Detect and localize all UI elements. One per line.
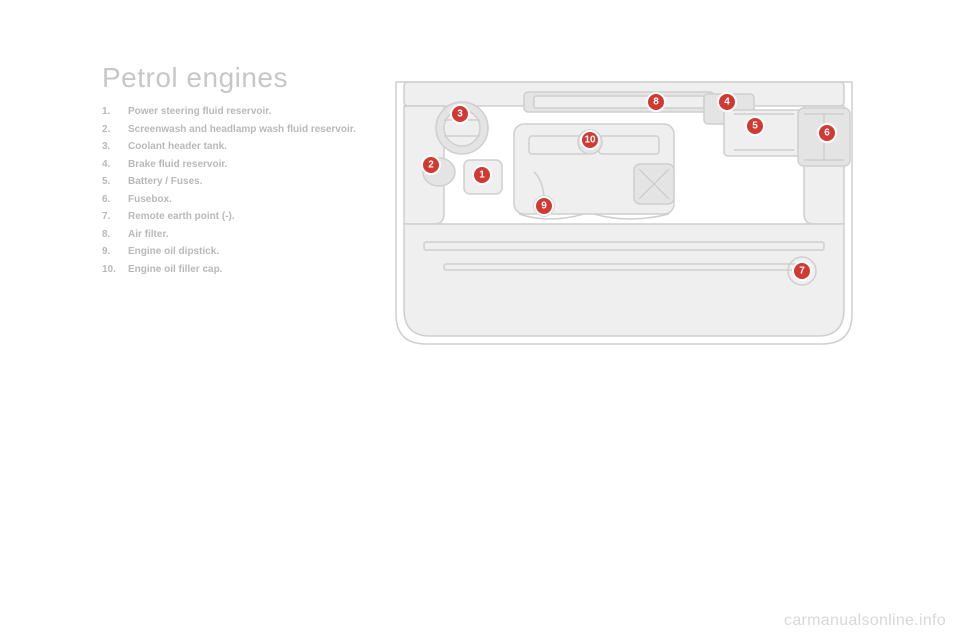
diagram-marker-label-9: 9: [541, 201, 547, 212]
list-label: Screenwash and headlamp wash fluid reser…: [128, 122, 362, 138]
list-num: 4.: [102, 157, 120, 173]
list-label: Brake fluid reservoir.: [128, 157, 362, 173]
list-item: 8. Air filter.: [102, 227, 362, 243]
diagram-marker-label-6: 6: [824, 128, 830, 139]
list-num: 6.: [102, 192, 120, 208]
engine-bay-diagram: 1 2 3 4 5 6 7 8 9 10: [384, 64, 864, 354]
list-num: 2.: [102, 122, 120, 138]
diagram-marker-label-8: 8: [653, 97, 659, 108]
diagram-marker-label-7: 7: [799, 266, 805, 277]
list-label: Air filter.: [128, 227, 362, 243]
page-title: Petrol engines: [102, 62, 288, 94]
list-item: 9. Engine oil dipstick.: [102, 244, 362, 260]
list-num: 1.: [102, 104, 120, 120]
diagram-marker-label-5: 5: [752, 121, 758, 132]
list-label: Fusebox.: [128, 192, 362, 208]
list-item: 1. Power steering fluid reservoir.: [102, 104, 362, 120]
list-label: Engine oil dipstick.: [128, 244, 362, 260]
list-item: 7. Remote earth point (-).: [102, 209, 362, 225]
list-num: 3.: [102, 139, 120, 155]
list-label: Coolant header tank.: [128, 139, 362, 155]
list-item: 2. Screenwash and headlamp wash fluid re…: [102, 122, 362, 138]
list-label: Battery / Fuses.: [128, 174, 362, 190]
component-list: 1. Power steering fluid reservoir. 2. Sc…: [102, 104, 362, 279]
watermark-text: carmanualsonline.info: [784, 612, 946, 630]
list-item: 6. Fusebox.: [102, 192, 362, 208]
list-label: Power steering fluid reservoir.: [128, 104, 362, 120]
list-item: 3. Coolant header tank.: [102, 139, 362, 155]
list-label: Remote earth point (-).: [128, 209, 362, 225]
list-num: 8.: [102, 227, 120, 243]
list-num: 7.: [102, 209, 120, 225]
list-item: 5. Battery / Fuses.: [102, 174, 362, 190]
list-num: 9.: [102, 244, 120, 260]
list-label: Engine oil filler cap.: [128, 262, 362, 278]
list-item: 10. Engine oil filler cap.: [102, 262, 362, 278]
diagram-marker-label-4: 4: [724, 97, 730, 108]
list-num: 5.: [102, 174, 120, 190]
list-num: 10.: [102, 262, 120, 278]
list-item: 4. Brake fluid reservoir.: [102, 157, 362, 173]
diagram-marker-label-10: 10: [584, 135, 596, 146]
manual-page: Petrol engines 1. Power steering fluid r…: [0, 0, 960, 640]
diagram-marker-label-2: 2: [428, 160, 434, 171]
diagram-marker-label-3: 3: [457, 109, 463, 120]
diagram-marker-label-1: 1: [479, 170, 485, 181]
